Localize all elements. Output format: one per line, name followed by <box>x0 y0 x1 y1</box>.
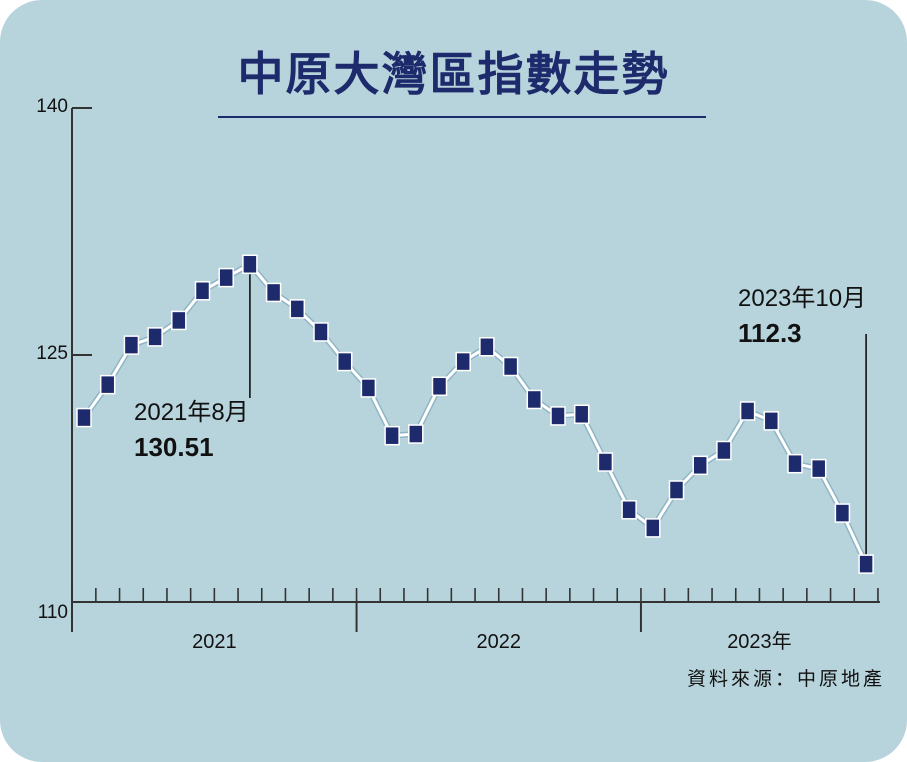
data-point <box>716 440 732 461</box>
y-tick-label: 140 <box>36 96 68 117</box>
annotation-value: 112.3 <box>738 318 802 348</box>
series-line <box>81 261 869 566</box>
data-point <box>360 378 377 398</box>
data-point <box>431 376 448 397</box>
year-label: 2021 <box>192 631 237 653</box>
data-point <box>763 411 780 431</box>
y-tick-label: 125 <box>36 343 68 364</box>
data-point <box>289 299 306 319</box>
data-point <box>810 458 827 479</box>
title-underline <box>218 116 706 118</box>
year-label: 2023年 <box>727 630 792 653</box>
chart-title: 中原大灣區指數走勢 <box>237 47 670 101</box>
data-point <box>597 452 614 472</box>
y-tick-label: 110 <box>38 602 68 623</box>
tick-labels: 110 125 140 2021 2022 2023年 <box>36 96 791 653</box>
data-point <box>526 389 543 410</box>
data-point <box>336 351 353 372</box>
year-label: 2022 <box>477 631 522 653</box>
annotation-value: 130.51 <box>134 432 214 462</box>
data-point <box>668 480 685 500</box>
data-point <box>218 267 234 288</box>
data-point <box>147 327 163 347</box>
data-point <box>692 455 708 476</box>
annotation-label: 2023年10月 <box>738 285 866 312</box>
data-point <box>99 374 116 395</box>
series-line <box>82 262 868 565</box>
data-point <box>834 503 851 523</box>
data-point <box>265 282 282 303</box>
data-points <box>76 254 874 574</box>
data-point <box>739 401 756 421</box>
data-point <box>645 518 661 538</box>
annotations: 2021年8月 130.51 2023年10月 112.3 <box>134 274 867 555</box>
data-point <box>479 337 495 357</box>
data-point <box>573 404 590 425</box>
data-point <box>621 500 637 520</box>
data-point <box>194 281 211 301</box>
data-point <box>502 356 519 377</box>
axes <box>71 107 880 632</box>
data-point <box>455 351 471 372</box>
source-note: 資料來源：中原地產 <box>686 668 885 690</box>
data-point <box>408 424 424 444</box>
data-point <box>858 554 874 574</box>
annotation-label: 2021年8月 <box>134 399 249 426</box>
data-point <box>76 407 92 428</box>
data-point <box>242 254 258 275</box>
data-point <box>171 310 187 331</box>
data-point <box>384 425 400 446</box>
data-point <box>550 406 566 426</box>
data-point <box>313 322 329 342</box>
data-point <box>123 335 140 355</box>
data-point <box>787 453 803 474</box>
